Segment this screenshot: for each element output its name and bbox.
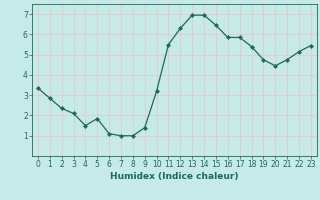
X-axis label: Humidex (Indice chaleur): Humidex (Indice chaleur) — [110, 172, 239, 181]
